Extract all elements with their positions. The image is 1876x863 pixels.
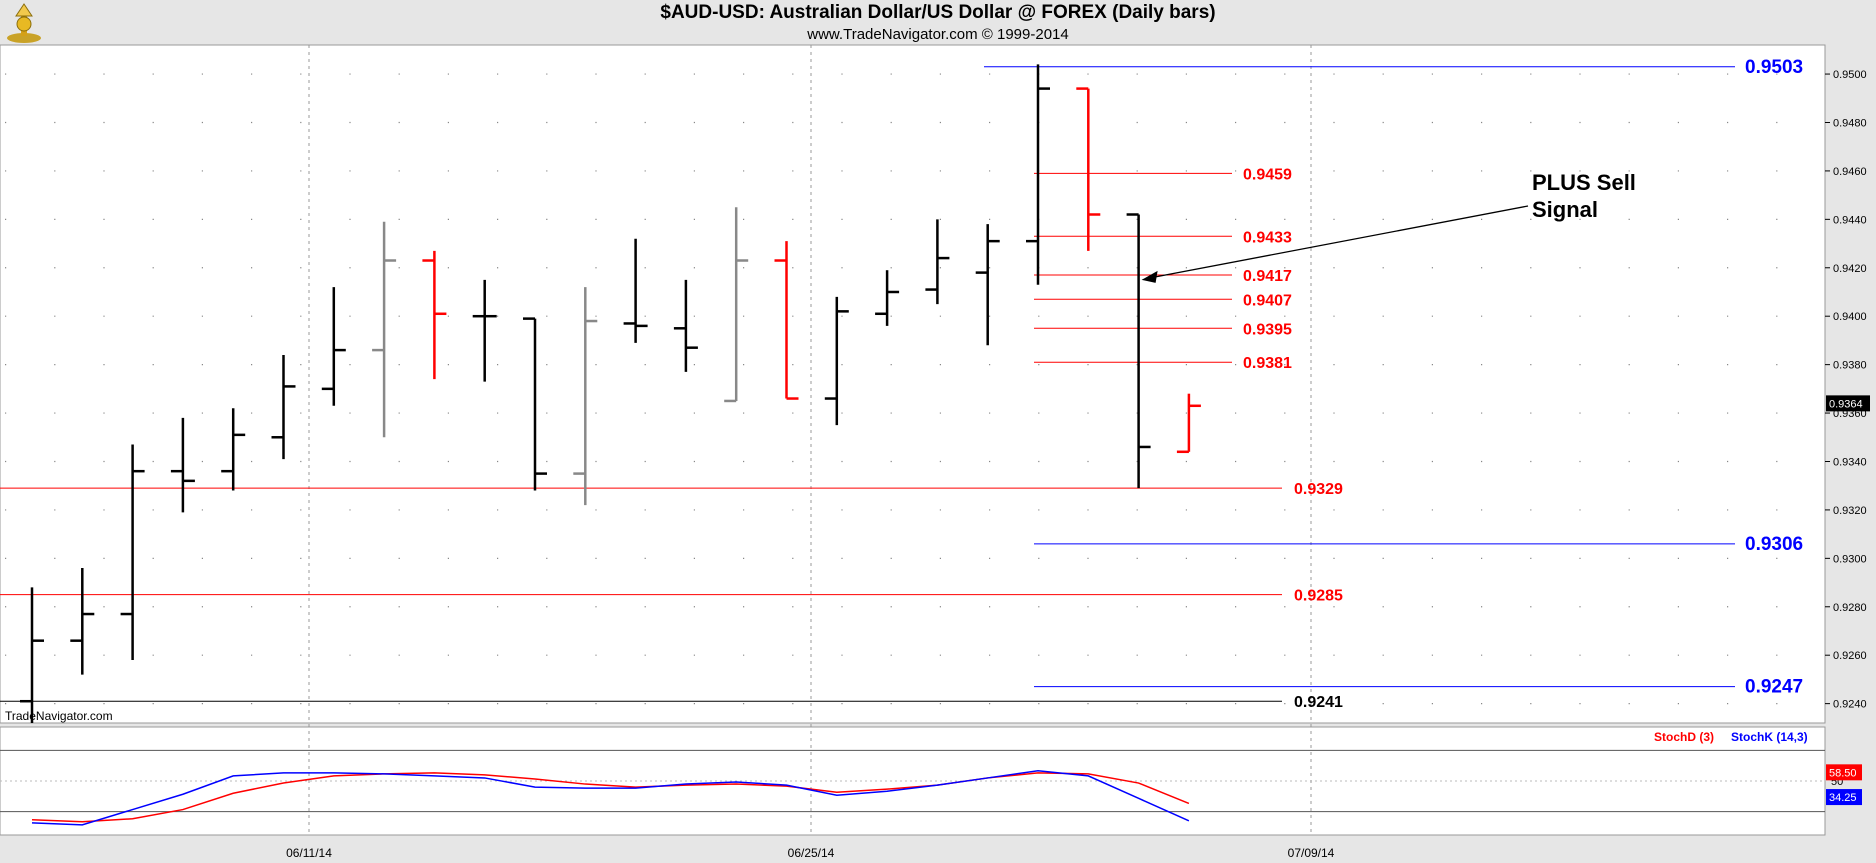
price-axis-label: 0.9500 bbox=[1833, 69, 1867, 81]
price-level-label: 0.9395 bbox=[1243, 321, 1292, 338]
price-axis-label: 0.9460 bbox=[1833, 166, 1867, 178]
chart-subtitle: www.TradeNavigator.com © 1999-2014 bbox=[807, 26, 1069, 43]
stoch-k-value-label: 34.25 bbox=[1829, 792, 1857, 804]
price-axis-label: 0.9400 bbox=[1833, 311, 1867, 323]
price-axis-label: 0.9300 bbox=[1833, 553, 1867, 565]
price-level-label: 0.9306 bbox=[1745, 534, 1803, 555]
price-level-label: 0.9503 bbox=[1745, 57, 1803, 78]
date-axis-label: 06/25/14 bbox=[788, 846, 835, 860]
price-level-label: 0.9417 bbox=[1243, 268, 1292, 285]
price-level-label: 0.9381 bbox=[1243, 355, 1292, 372]
price-level-label: 0.9459 bbox=[1243, 166, 1292, 183]
price-level-label: 0.9285 bbox=[1294, 588, 1343, 605]
price-axis-label: 0.9320 bbox=[1833, 505, 1867, 517]
watermark-text: TradeNavigator.com bbox=[5, 709, 113, 723]
price-axis-label: 0.9340 bbox=[1833, 456, 1867, 468]
stoch-legend-k: StochK (14,3) bbox=[1731, 730, 1808, 744]
current-price-label: 0.9364 bbox=[1829, 398, 1863, 410]
price-panel bbox=[0, 44, 1826, 724]
price-axis-label: 0.9240 bbox=[1833, 699, 1867, 711]
price-axis-label: 0.9380 bbox=[1833, 360, 1867, 372]
current-price-box bbox=[1826, 395, 1870, 412]
stoch-k-line bbox=[31, 770, 1190, 826]
stoch-k-value-box bbox=[1826, 789, 1862, 806]
price-level-label: 0.9241 bbox=[1294, 694, 1343, 711]
price-axis-label: 0.9420 bbox=[1833, 263, 1867, 275]
date-axis-label: 07/09/14 bbox=[1288, 846, 1335, 860]
price-level-label: 0.9433 bbox=[1243, 229, 1292, 246]
gold-compass-logo-icon bbox=[7, 3, 41, 43]
annotation-arrowhead bbox=[1141, 270, 1158, 283]
stoch-d-value-box bbox=[1826, 764, 1862, 781]
annotation-text: PLUS Sell bbox=[1532, 170, 1636, 195]
price-level-label: 0.9247 bbox=[1745, 677, 1803, 698]
price-level-label: 0.9407 bbox=[1243, 292, 1292, 309]
chart-title: $AUD-USD: Australian Dollar/US Dollar @ … bbox=[660, 2, 1216, 23]
stoch-legend-d: StochD (3) bbox=[1654, 730, 1714, 744]
price-axis-label: 0.9480 bbox=[1833, 117, 1867, 129]
annotation-text: Signal bbox=[1532, 197, 1598, 222]
date-axis-label: 06/11/14 bbox=[286, 846, 332, 860]
price-level-label: 0.9329 bbox=[1294, 481, 1343, 498]
annotation-arrow-line bbox=[1155, 205, 1529, 278]
price-axis-label: 0.9280 bbox=[1833, 602, 1867, 614]
price-axis-label: 0.9440 bbox=[1833, 214, 1867, 226]
price-axis-label: 0.9260 bbox=[1833, 650, 1867, 662]
stoch-d-value-label: 58.50 bbox=[1829, 767, 1857, 779]
